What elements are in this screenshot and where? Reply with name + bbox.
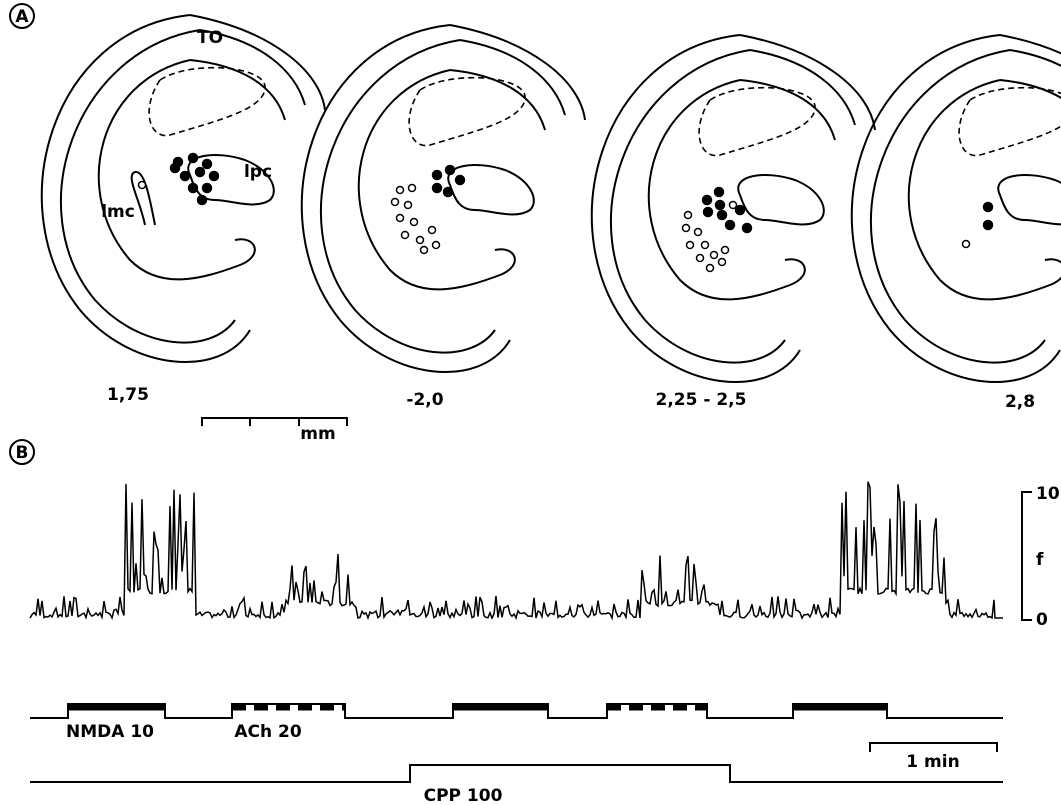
site-filled <box>982 201 994 213</box>
scale-unit: f <box>1036 550 1044 570</box>
panel-badge <box>9 439 35 465</box>
site-open <box>709 250 719 260</box>
site-filled <box>713 186 725 198</box>
site-filled <box>701 194 713 206</box>
scale-bar <box>201 417 348 426</box>
site-open <box>728 200 738 210</box>
site-open <box>137 180 147 190</box>
site-filled <box>208 170 220 182</box>
site-open <box>717 257 727 267</box>
site-filled <box>201 182 213 194</box>
site-filled <box>716 209 728 221</box>
site-open <box>683 210 693 220</box>
site-filled <box>724 219 736 231</box>
site-filled <box>442 186 454 198</box>
lmc-outline <box>130 171 156 226</box>
site-open <box>431 240 441 250</box>
site-open <box>700 240 710 250</box>
panel-badge <box>9 3 35 29</box>
site-filled <box>431 182 443 194</box>
scale-top: 10 <box>1036 484 1060 504</box>
brain-section <box>40 14 327 364</box>
site-open <box>403 200 413 210</box>
site-open <box>395 213 405 223</box>
rate-scale <box>1021 491 1032 621</box>
site-open <box>419 245 429 255</box>
section-level: -2,0 <box>406 390 443 410</box>
cpp-trace <box>30 764 1003 783</box>
site-open <box>407 183 417 193</box>
site-filled <box>179 170 191 182</box>
section-level: 2,25 - 2,5 <box>656 390 747 410</box>
drug-label: CPP 100 <box>424 786 503 805</box>
site-filled <box>734 204 746 216</box>
brain-section <box>300 24 586 374</box>
site-filled <box>201 158 213 170</box>
scale-unit: mm <box>300 424 335 444</box>
site-open <box>695 253 705 263</box>
structure-label: TO <box>197 28 223 48</box>
drug-label: ACh 20 <box>234 722 301 742</box>
site-filled <box>702 206 714 218</box>
site-open <box>685 240 695 250</box>
site-filled <box>431 169 443 181</box>
section-level: 1,75 <box>107 385 149 405</box>
site-open <box>720 245 730 255</box>
site-filled <box>194 166 206 178</box>
panel-label: B <box>16 443 29 463</box>
site-filled <box>444 164 456 176</box>
site-filled <box>196 194 208 206</box>
site-open <box>415 235 425 245</box>
recording-sites <box>137 152 994 273</box>
brain-section <box>850 34 1061 384</box>
site-filled <box>169 162 181 174</box>
section-level: 2,8 <box>1005 392 1035 412</box>
drug-label: NMDA 10 <box>66 722 154 742</box>
site-open <box>705 263 715 273</box>
site-open <box>427 225 437 235</box>
site-open <box>961 239 971 249</box>
rate-trace <box>29 481 1003 621</box>
site-filled <box>741 222 753 234</box>
site-open <box>409 217 419 227</box>
site-open <box>395 185 405 195</box>
site-open <box>693 227 703 237</box>
time-scale: 1 min <box>906 752 959 772</box>
site-filled <box>187 182 199 194</box>
time-scale-bar <box>869 742 998 752</box>
site-filled <box>982 219 994 231</box>
structure-label: lmc <box>101 202 135 222</box>
site-filled <box>454 174 466 186</box>
structure-label: lpc <box>244 162 272 182</box>
site-open <box>390 197 400 207</box>
site-filled <box>714 199 726 211</box>
site-filled <box>187 152 199 164</box>
scale-bottom: 0 <box>1036 610 1048 630</box>
site-open <box>681 223 691 233</box>
site-open <box>400 230 410 240</box>
panel-label: A <box>15 7 29 27</box>
